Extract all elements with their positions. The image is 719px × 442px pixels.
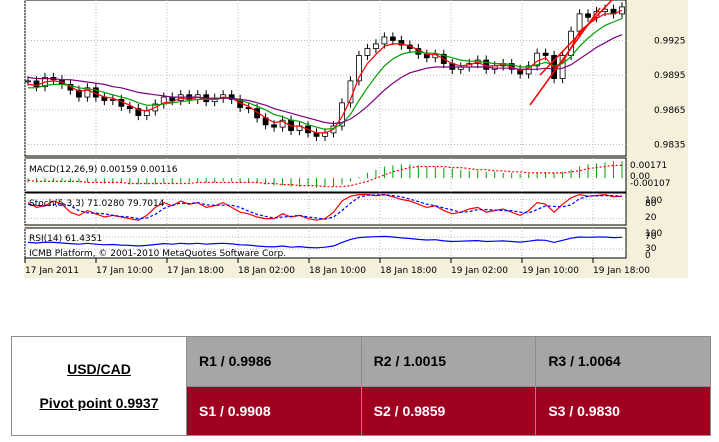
time-axis-label: 17 Jan 2011 (25, 266, 79, 276)
price-axis-label: 0.9925 (654, 36, 686, 46)
support-row: S1 / 0.9908 S2 / 0.9859 S3 / 0.9830 (12, 385, 711, 436)
currency-pair: USD/CAD (67, 361, 131, 377)
time-axis-label: 18 Jan 18:00 (380, 266, 437, 276)
candle (33, 80, 40, 88)
candle (381, 36, 388, 45)
pivot-points-table: USD/CAD Pivot point 0.9937 R1 / 0.9986 R… (11, 336, 711, 436)
candle (356, 55, 362, 82)
candle (534, 52, 541, 67)
stochastic-axis-label: 20 (645, 213, 657, 223)
macd-signal-line (27, 164, 622, 188)
pair-cell: USD/CAD Pivot point 0.9937 (11, 336, 187, 436)
time-axis-label: 19 Jan 02:00 (451, 266, 508, 276)
rsi-line (27, 235, 623, 249)
stochastic-signal-line (27, 194, 623, 220)
resistance-2: R2 / 1.0015 (360, 336, 537, 387)
candle (364, 48, 371, 56)
candle (389, 36, 396, 41)
resistance-1: R1 / 0.9986 (186, 336, 362, 387)
moving-average-line (27, 34, 623, 125)
candle (135, 108, 142, 116)
time-axis-label: 19 Jan 10:00 (522, 266, 579, 276)
time-axis-label: 18 Jan 10:00 (309, 266, 366, 276)
support-1: S1 / 0.9908 (186, 385, 362, 436)
candle (25, 80, 31, 83)
candle (76, 89, 82, 98)
candle (373, 43, 379, 49)
candle (143, 110, 150, 116)
stochastic-axis-label: 80 (645, 199, 657, 209)
macd-axis-label: -0.00107 (630, 179, 670, 189)
copyright-label: ICMB Platform, © 2001-2010 MetaQuotes So… (29, 249, 286, 259)
candle (84, 87, 91, 98)
pivot-point: Pivot point 0.9937 (39, 395, 159, 411)
stochastic-panel (24, 192, 627, 226)
price-axis-label: 0.9895 (654, 71, 686, 81)
stochastic-axis-label: 100 (645, 196, 662, 206)
rsi-label: RSI(14) 61.4351 (29, 234, 102, 244)
candle (339, 102, 345, 127)
trend-line (539, 0, 613, 76)
time-axis-label: 17 Jan 10:00 (96, 266, 153, 276)
rsi-axis-label: 0 (645, 251, 651, 261)
macd-label: MACD(12,26,9) 0.00159 0.00116 (29, 165, 178, 175)
price-axis-label: 0.9865 (654, 106, 686, 116)
candle (109, 98, 116, 101)
macd-axis-label: 0.00171 (630, 161, 667, 171)
candle (126, 105, 133, 110)
candle (398, 40, 405, 46)
support-2: S2 / 0.9859 (360, 385, 537, 436)
support-3: S3 / 0.9830 (535, 385, 711, 436)
candle (542, 52, 549, 56)
macd-panel (24, 157, 627, 193)
time-axis-label: 18 Jan 02:00 (238, 266, 295, 276)
stochastic-label: Stoch(5,3,3) 71.0280 79.7014 (29, 199, 165, 209)
rsi-axis-label: 70 (645, 232, 657, 242)
resistance-3: R3 / 1.0064 (535, 336, 711, 387)
candle (271, 124, 277, 128)
time-axis-label: 19 Jan 18:00 (593, 266, 650, 276)
rsi-axis-label: 30 (645, 244, 657, 254)
rsi-axis-label: 100 (645, 229, 662, 239)
candle (525, 65, 532, 75)
price-chart: 0.9925 0.9895 0.9865 0.9835 MACD(12,26,9) 0… (24, 0, 688, 278)
moving-average-line (28, 17, 623, 131)
chart-svg: 0.9925 0.9895 0.9865 0.9835 MACD(12,26,9) 0… (24, 0, 688, 278)
resistance-row: USD/CAD Pivot point 0.9937 R1 / 0.9986 R… (11, 336, 711, 436)
price-axis-label: 0.9835 (654, 140, 686, 150)
candle (228, 94, 235, 100)
time-axis-label: 17 Jan 18:00 (167, 266, 224, 276)
macd-axis-label: 0.00 (630, 172, 650, 182)
rsi-panel (24, 227, 627, 259)
candle (585, 13, 591, 18)
candle (279, 119, 286, 128)
candle (576, 13, 583, 32)
